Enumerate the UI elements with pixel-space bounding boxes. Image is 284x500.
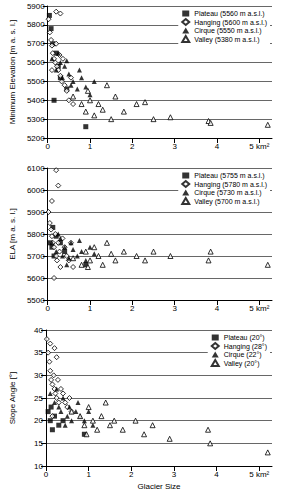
svg-text:Hanging (5780 m a.s.l.): Hanging (5780 m a.s.l.) [194, 181, 267, 189]
svg-text:4: 4 [214, 470, 219, 479]
svg-text:5 km²: 5 km² [249, 304, 269, 313]
svg-text:Valley (5380 m a.s.l.): Valley (5380 m a.s.l.) [194, 36, 259, 44]
svg-text:5900: 5900 [27, 208, 45, 217]
svg-text:3: 3 [172, 142, 177, 151]
svg-text:ELA [m a. s. l.]: ELA [m a. s. l.] [8, 208, 17, 260]
svg-text:5300: 5300 [27, 115, 45, 124]
svg-text:Plateau (5560 m a.s.l.): Plateau (5560 m a.s.l.) [194, 10, 264, 18]
svg-text:Minimum Elevation [m a. s. l.]: Minimum Elevation [m a. s. l.] [8, 20, 17, 124]
svg-text:20: 20 [34, 416, 43, 425]
svg-text:Hanging (28°): Hanging (28°) [224, 343, 267, 351]
svg-text:4: 4 [215, 142, 220, 151]
svg-text:5800: 5800 [27, 20, 45, 29]
svg-text:30: 30 [34, 371, 43, 380]
svg-text:Slope Angle [°]: Slope Angle [°] [8, 372, 17, 425]
svg-text:5700: 5700 [27, 252, 45, 261]
svg-text:6000: 6000 [27, 186, 45, 195]
svg-text:5600: 5600 [27, 274, 45, 283]
svg-text:4: 4 [215, 304, 220, 313]
svg-text:6100: 6100 [27, 164, 45, 173]
svg-text:15: 15 [34, 439, 43, 448]
svg-text:0: 0 [45, 142, 50, 151]
svg-text:2: 2 [129, 470, 134, 479]
svg-text:5 km²: 5 km² [249, 142, 269, 151]
svg-text:5700: 5700 [27, 39, 45, 48]
svg-text:Glacier Size: Glacier Size [137, 482, 181, 491]
svg-text:2: 2 [130, 304, 135, 313]
svg-text:35: 35 [34, 348, 43, 357]
svg-text:Valley (20°): Valley (20°) [224, 360, 260, 368]
svg-text:1: 1 [86, 470, 91, 479]
svg-text:3: 3 [172, 470, 177, 479]
svg-text:3: 3 [172, 304, 177, 313]
svg-text:2: 2 [130, 142, 135, 151]
svg-text:5800: 5800 [27, 230, 45, 239]
svg-text:Plateau (5755 m a.s.l.): Plateau (5755 m a.s.l.) [194, 172, 264, 180]
svg-text:0: 0 [44, 470, 49, 479]
svg-text:Cirque (22°): Cirque (22°) [224, 351, 262, 359]
svg-text:Cirque (5550 m a.s.l.): Cirque (5550 m a.s.l.) [194, 27, 261, 35]
svg-text:10: 10 [34, 462, 43, 471]
svg-text:0: 0 [45, 304, 50, 313]
svg-text:5 km²: 5 km² [249, 470, 269, 479]
svg-text:Hanging (5600 m a.s.l.): Hanging (5600 m a.s.l.) [194, 19, 267, 27]
svg-text:1: 1 [88, 304, 93, 313]
svg-text:5200: 5200 [27, 134, 45, 143]
svg-text:25: 25 [34, 394, 43, 403]
svg-text:1: 1 [88, 142, 93, 151]
svg-text:5500: 5500 [27, 77, 45, 86]
svg-text:5900: 5900 [27, 2, 45, 11]
svg-text:Valley (5700 m a.s.l.): Valley (5700 m a.s.l.) [194, 198, 259, 206]
svg-text:5600: 5600 [27, 58, 45, 67]
svg-text:40: 40 [34, 326, 43, 335]
svg-text:5500: 5500 [27, 296, 45, 305]
svg-text:Plateau (20°): Plateau (20°) [224, 334, 265, 342]
svg-text:5400: 5400 [27, 96, 45, 105]
svg-text:Cirque (5730 m a.s.l.): Cirque (5730 m a.s.l.) [194, 189, 261, 197]
